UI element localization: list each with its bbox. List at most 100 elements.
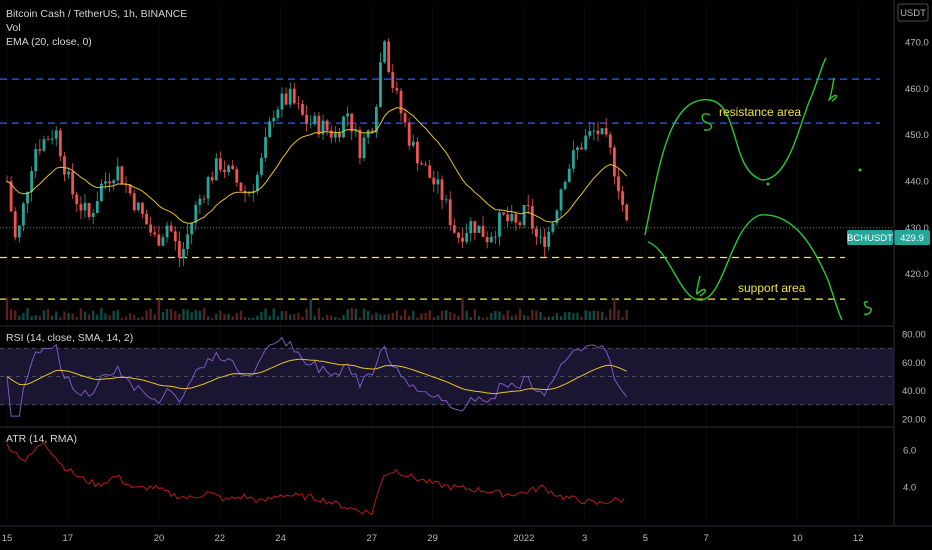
rsi-tick-label: 40.00 (902, 386, 926, 397)
support-b-scribble[interactable] (696, 275, 706, 297)
volume-bars (5, 297, 628, 320)
resistance-s-scribble[interactable] (701, 113, 713, 131)
volume-bar (617, 309, 620, 320)
horizontal-levels (0, 78, 880, 300)
candle-body (469, 221, 473, 234)
candle-body (198, 198, 202, 205)
candle-body (190, 222, 194, 235)
resistance-curve[interactable] (644, 57, 827, 236)
time-tick-label: 12 (853, 533, 864, 544)
candle-body (498, 212, 501, 237)
volume-bar (83, 311, 87, 320)
rsi-axis[interactable]: 80.00 60.00 40.00 20.00 (902, 330, 926, 426)
volume-bar (96, 314, 99, 320)
candle-body (465, 233, 469, 242)
time-tick-label: 17 (63, 533, 74, 544)
volume-bar (276, 316, 280, 320)
time-axis[interactable]: 15 17 20 22 24 27 29 2022 3 5 7 10 12 (2, 533, 864, 544)
volume-bar (613, 298, 616, 320)
volume-bar (256, 315, 259, 320)
candle-body (457, 232, 460, 238)
time-tick-label: 5 (643, 533, 648, 544)
ema-legend: EMA (20, close, 0) (6, 36, 92, 48)
candle-body (305, 114, 308, 124)
candle-body (284, 93, 288, 105)
hand-drawn-annotations[interactable] (644, 57, 872, 321)
resistance-area-label: resistance area (719, 105, 801, 119)
candle-body (358, 129, 362, 159)
candle-body (514, 213, 518, 223)
candle-body (136, 202, 140, 211)
volume-bar (325, 314, 329, 320)
candle-body (399, 90, 403, 114)
currency-badge-text: USDT (900, 8, 926, 19)
candle-body (567, 168, 571, 182)
candle-body (444, 199, 448, 201)
candle-body (38, 149, 42, 151)
volume-bar (436, 315, 440, 320)
volume-bar (584, 310, 587, 320)
volume-bar (50, 315, 54, 320)
candle-body (555, 210, 559, 224)
candle-body (255, 174, 259, 192)
candle-body (440, 179, 444, 200)
candle-body (108, 181, 111, 184)
candle-body (223, 169, 226, 172)
symbol-tag-bg (847, 230, 893, 245)
candle-body (530, 206, 534, 229)
candle-body (342, 116, 345, 138)
candle-body (9, 181, 13, 212)
candle-body (75, 194, 79, 205)
candle-body (608, 134, 612, 148)
candle-body (206, 177, 210, 199)
candle-body (214, 158, 218, 181)
support-s-scribble[interactable] (863, 300, 872, 316)
atr-line (6, 441, 625, 516)
volume-bar (239, 310, 243, 320)
price-axis[interactable]: 420.0 430.0 440.0 450.0 460.0 470.0 (905, 38, 929, 281)
candle-body (366, 130, 370, 138)
volume-bar (416, 317, 419, 320)
volume-bar (522, 314, 526, 320)
candle-body (350, 113, 354, 132)
candle-body (272, 117, 276, 122)
candle-body (424, 164, 428, 166)
time-tick-label: 27 (367, 533, 378, 544)
volume-bar (194, 310, 197, 320)
support-curve[interactable] (647, 214, 843, 321)
currency-badge[interactable]: USDT (897, 3, 929, 22)
resistance-b-scribble[interactable] (827, 77, 838, 102)
volume-bar (280, 310, 284, 320)
candle-body (104, 181, 107, 184)
volume-bar (321, 317, 325, 320)
candle-body (403, 113, 407, 123)
candle-body (338, 132, 341, 138)
volume-bar (169, 309, 173, 320)
candle-body (276, 109, 280, 118)
candle-body (387, 41, 391, 73)
candle-body (612, 147, 616, 177)
volume-bar (235, 312, 239, 320)
candle-body (79, 204, 83, 211)
volume-bar (498, 311, 501, 320)
candle-body (489, 236, 493, 243)
candle-body (617, 176, 620, 192)
candle-body (370, 130, 374, 133)
candle-body (547, 231, 551, 247)
atr-axis[interactable]: 6.0 4.0 (903, 446, 916, 494)
volume-bar (227, 313, 230, 320)
volume-bar (157, 299, 161, 320)
rsi-ma-line (6, 358, 627, 395)
candle-body (239, 182, 243, 191)
candle-body (325, 120, 329, 131)
volume-bar (543, 316, 546, 320)
volume-bar (223, 314, 226, 320)
price-tag[interactable]: BCHUSDT 429.9 (847, 230, 930, 245)
candle-body (346, 113, 350, 117)
volume-bar (112, 311, 115, 320)
candle-body (46, 139, 50, 141)
candle-body (309, 123, 313, 125)
time-tick-label: 3 (582, 533, 587, 544)
volume-bar (440, 311, 444, 320)
volume-bar (190, 312, 193, 320)
